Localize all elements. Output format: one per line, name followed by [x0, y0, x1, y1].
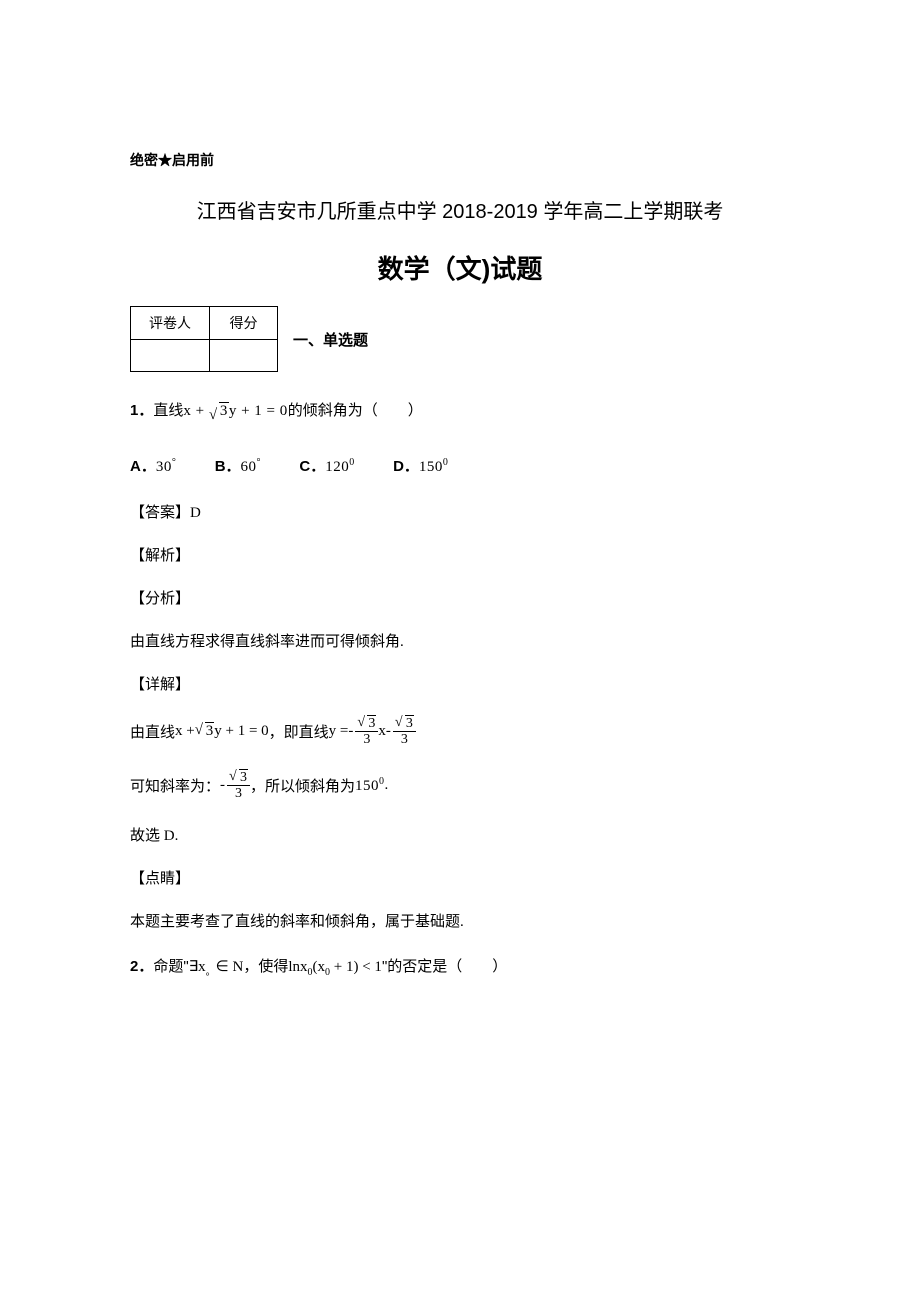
q1-options: A．30° B．60° C．1200 D．1500	[130, 455, 790, 476]
grade-header-score: 得分	[210, 307, 278, 340]
fenxi-label: 【分析】	[130, 587, 790, 608]
q2-exists: ∃x。∈ N	[189, 959, 244, 975]
q1-pre: 直线	[153, 402, 183, 419]
d1-expr1: x + 3y + 1 = 0	[175, 723, 269, 740]
q2-ln: lnx0(x0 + 1) < 1	[288, 959, 382, 975]
detail-line1: 由直线 x + 3y + 1 = 0 ，即直线 y = -33 x -33	[130, 716, 790, 748]
answer-line: 【答案】D	[130, 501, 790, 522]
q1-post: 的倾斜角为（ ）	[288, 402, 423, 419]
section-header-row: 评卷人 得分 一、单选题	[130, 306, 790, 372]
q2-punct: ．	[138, 958, 153, 975]
detail-line2: 可知斜率为： -33 ，所以倾斜角为 1500 .	[130, 770, 790, 802]
q1-expr-x: x +	[183, 403, 208, 419]
conclude: 故选 D.	[130, 824, 790, 845]
opt-c-val: 1200	[325, 459, 355, 475]
answer-label: 【答案】	[130, 505, 190, 521]
question-1: 1．直线x + 3y + 1 = 0的倾斜角为（ ）	[130, 397, 790, 425]
confidential-marker: 绝密★启用前	[130, 150, 790, 170]
d2-end: .	[385, 777, 389, 794]
opt-c-label: C．	[299, 458, 325, 475]
detail-label: 【详解】	[130, 673, 790, 694]
q1-punct: ．	[138, 402, 153, 419]
opt-d-label: D．	[393, 458, 419, 475]
d1-pre: 由直线	[130, 721, 175, 742]
q2-mid: ，使得	[243, 958, 288, 975]
fenxi-text: 由直线方程求得直线斜率进而可得倾斜角.	[130, 630, 790, 651]
opt-b-label: B．	[215, 458, 241, 475]
d1-mid: ，即直线	[269, 721, 329, 742]
q2-post: "的否定是（ ）	[382, 958, 507, 975]
q1-sqrt: 3	[219, 402, 229, 419]
grade-header-reviewer: 评卷人	[131, 307, 210, 340]
q1-expr-rest: y + 1 = 0	[229, 403, 288, 419]
opt-a-label: A．	[130, 458, 156, 475]
exam-title-line2: 数学（文)试题	[130, 249, 790, 286]
d2-val: 1500	[355, 776, 385, 795]
exam-title-line1: 江西省吉安市几所重点中学 2018-2019 学年高二上学期联考	[130, 195, 790, 224]
opt-d-val: 1500	[419, 459, 449, 475]
opt-b-val: 60°	[241, 459, 262, 475]
answer-value: D	[190, 505, 201, 521]
d1-expr2: y = -33 x -33	[329, 716, 416, 748]
section-label: 一、单选题	[293, 329, 368, 350]
dianjing-label: 【点睛】	[130, 867, 790, 888]
q1-expr: x + 3y + 1 = 0	[183, 403, 287, 419]
d2-frac: -33	[220, 770, 250, 802]
q2-pre: 命题"	[153, 958, 188, 975]
d2-post: ，所以倾斜角为	[250, 775, 355, 796]
grade-cell-score	[210, 340, 278, 372]
dianjing-text: 本题主要考查了直线的斜率和倾斜角，属于基础题.	[130, 910, 790, 931]
question-2: 2．命题"∃x。∈ N，使得lnx0(x0 + 1) < 1"的否定是（ ）	[130, 953, 790, 982]
grade-table: 评卷人 得分	[130, 306, 278, 372]
grade-cell-reviewer	[131, 340, 210, 372]
analysis-label: 【解析】	[130, 544, 790, 565]
opt-a-val: 30°	[156, 459, 177, 475]
d2-pre: 可知斜率为：	[130, 775, 220, 796]
